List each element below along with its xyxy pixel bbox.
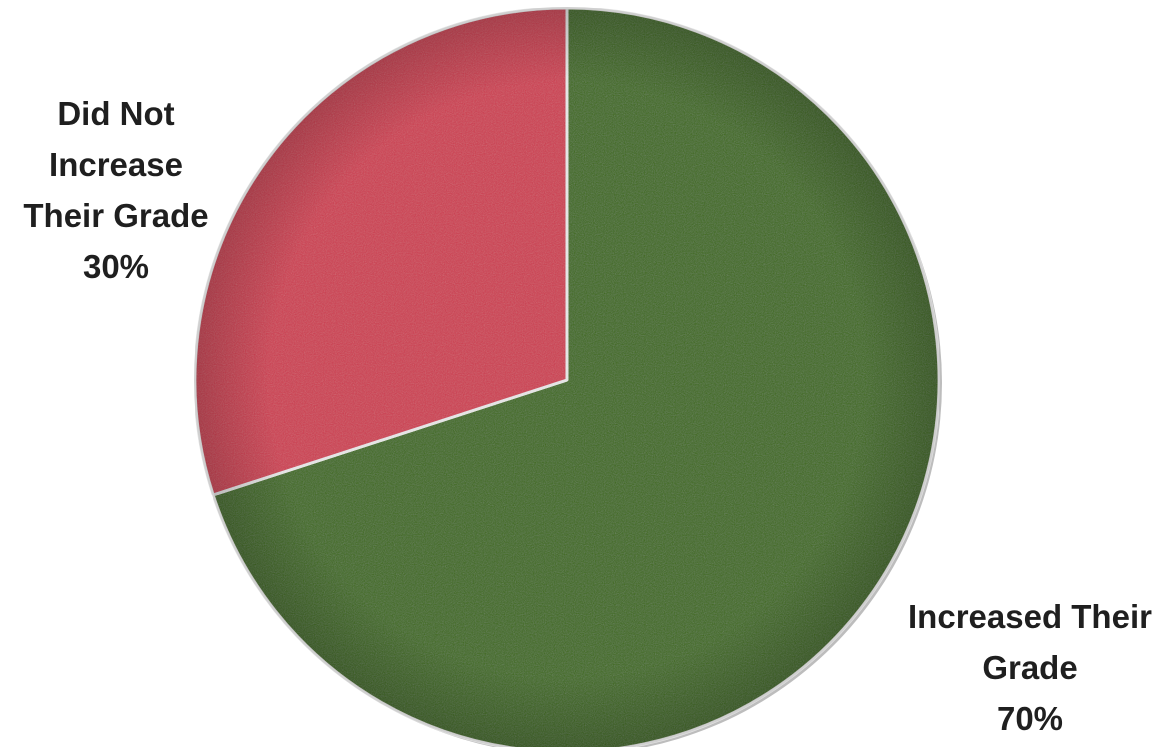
data-label-line: Grade <box>982 649 1077 686</box>
pie-edge-ring <box>194 7 940 747</box>
data-label-line: Did Not <box>57 95 174 132</box>
pie-edge-shading <box>194 7 940 747</box>
data-label-line: Increase <box>49 146 183 183</box>
data-label-did-not-increase-their-grade: Did Not Increase Their Grade 30% <box>23 95 208 285</box>
data-label-line: 30% <box>83 248 149 285</box>
pie-labels: Increased Their Grade 70% Did Not Increase Th… <box>23 95 1152 737</box>
data-label-line: Increased Their <box>908 598 1152 635</box>
data-label-increased-their-grade: Increased Their Grade 70% <box>908 598 1152 737</box>
data-label-line: Their Grade <box>23 197 208 234</box>
data-label-line: 70% <box>997 700 1063 737</box>
